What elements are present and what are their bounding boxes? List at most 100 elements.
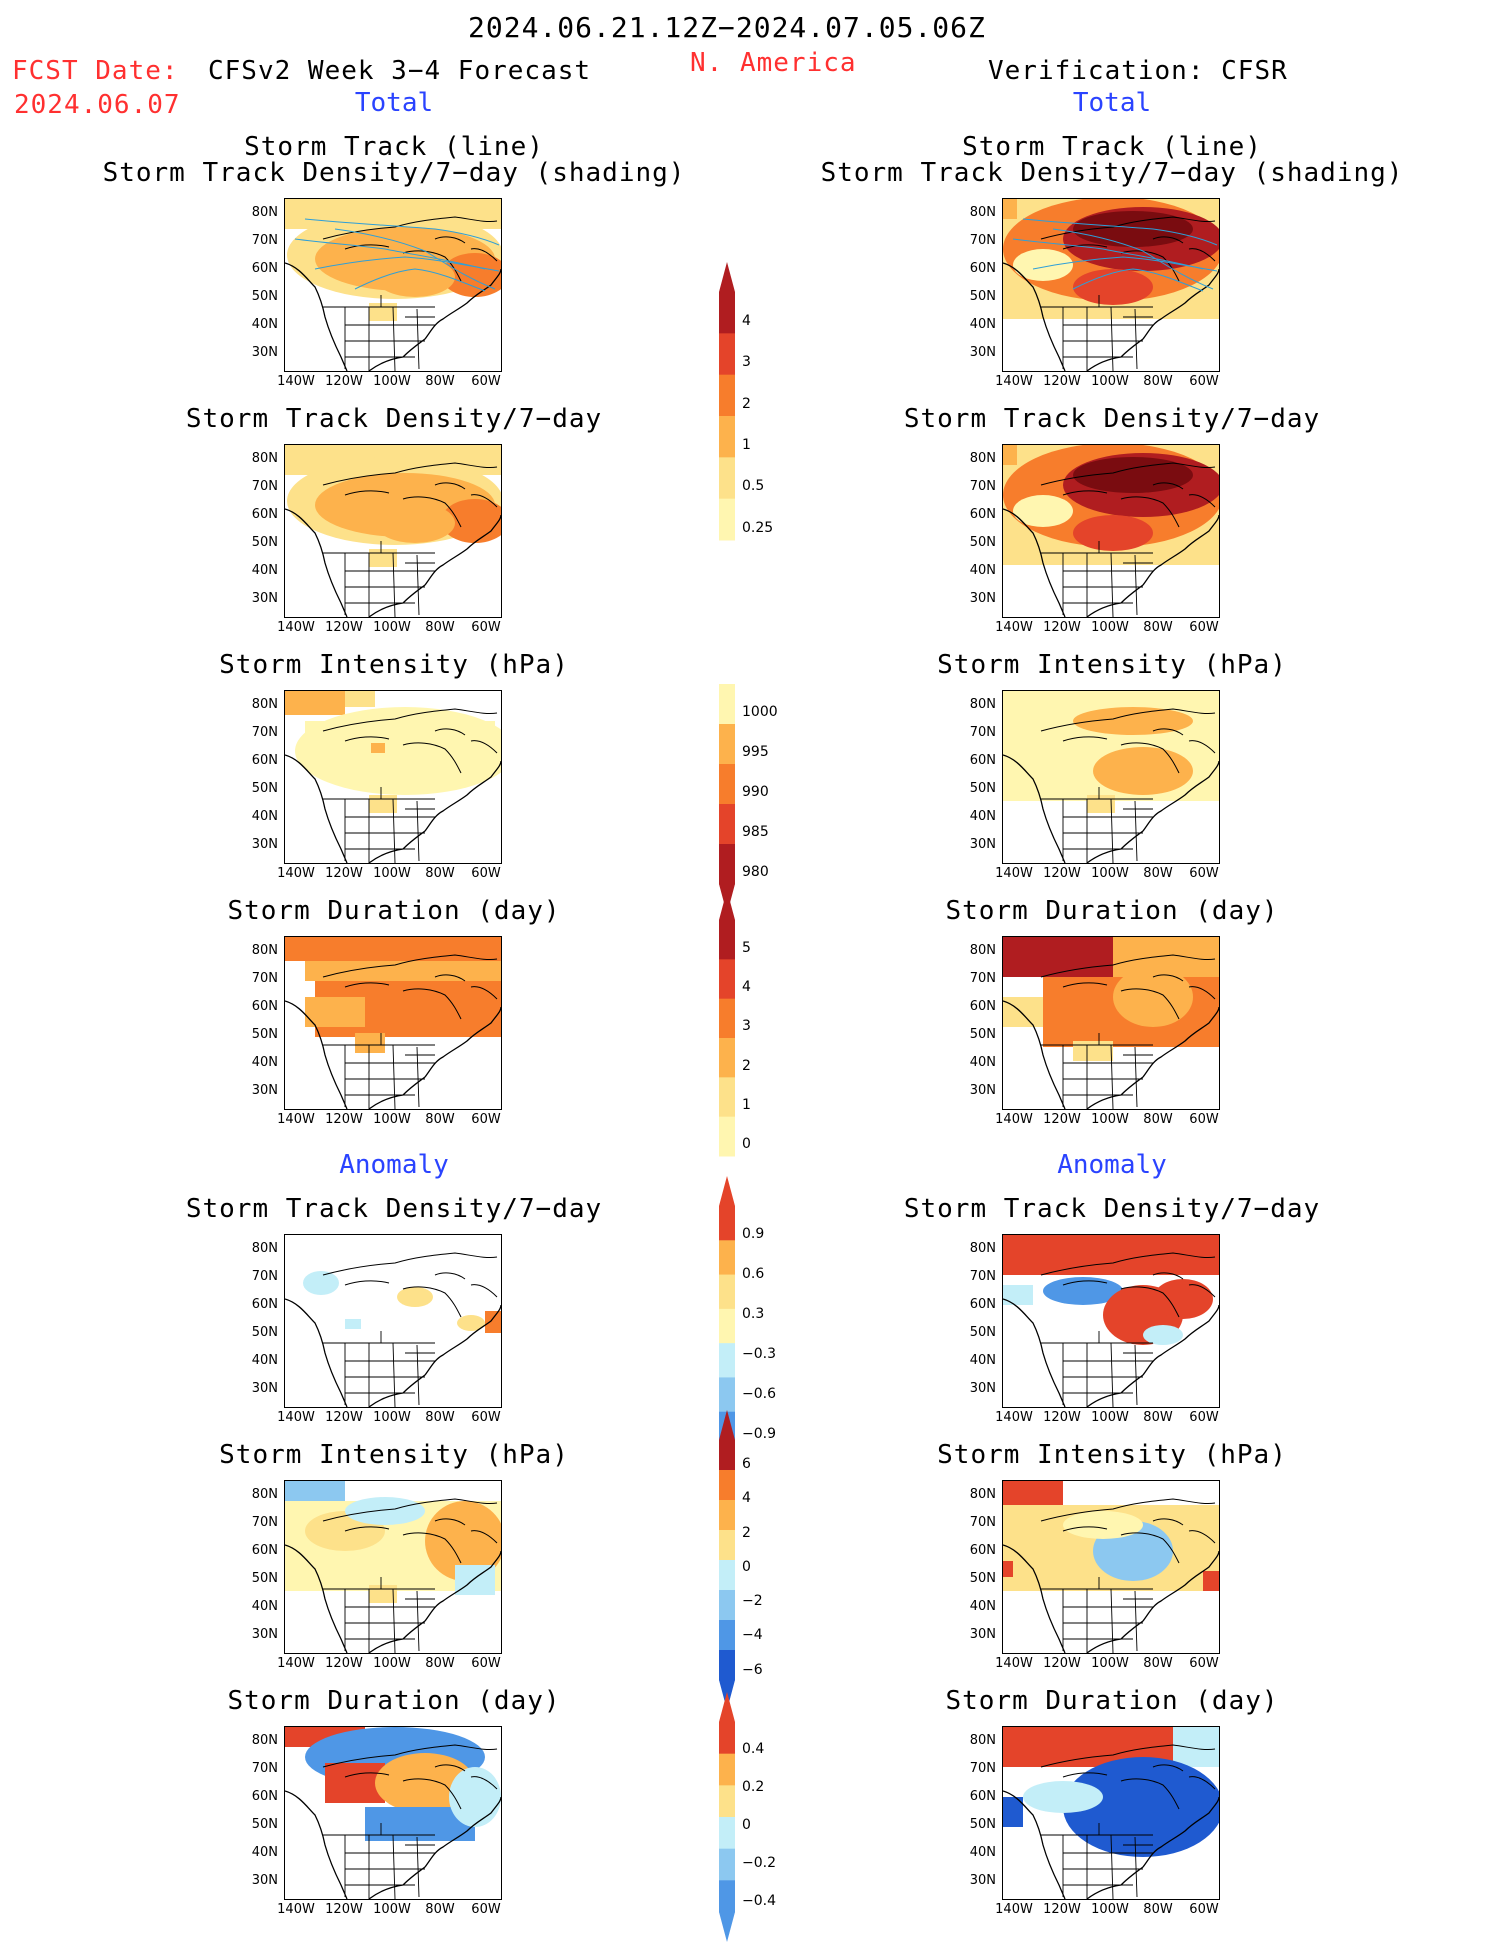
- colorbar-segment: [719, 804, 735, 845]
- colorbar-tick-label: −0.6: [742, 1386, 776, 1402]
- lon-tick-label: 140W: [995, 374, 1033, 389]
- lon-tick-label: 60W: [1189, 866, 1219, 881]
- lat-tick-label: 40N: [969, 317, 996, 332]
- title-right-track-shading: Storm Track Density/7−day (shading): [820, 158, 1404, 188]
- storm-track-line: [334, 228, 496, 290]
- colorbar-segment: [719, 1530, 735, 1561]
- lat-tick-label: 30N: [969, 1873, 996, 1888]
- lat-tick-label: 50N: [251, 1027, 278, 1042]
- lat-tick-label: 70N: [251, 1515, 278, 1530]
- lat-tick-label: 70N: [969, 233, 996, 248]
- colorbar-tick-label: 4: [742, 978, 751, 995]
- lat-tick-label: 60N: [251, 753, 278, 768]
- lat-tick-label: 50N: [251, 1571, 278, 1586]
- state-borders: [1041, 295, 1153, 371]
- shading-region: [369, 549, 397, 567]
- arctic-islands: [322, 708, 498, 774]
- lat-tick-label: 40N: [251, 809, 278, 824]
- state-borders: [1041, 1033, 1153, 1109]
- colorbar-segment: [719, 1206, 735, 1241]
- lon-tick-label: 120W: [325, 374, 363, 389]
- shading-region: [485, 1311, 501, 1333]
- title-left-density: Storm Track Density/7−day: [185, 404, 603, 434]
- lat-tick-label: 70N: [969, 479, 996, 494]
- storm-track-line: [1032, 256, 1218, 272]
- lon-tick-label: 80W: [1143, 1656, 1173, 1671]
- colorbar-tick-label: 0.5: [742, 478, 765, 495]
- shading-region: [1013, 495, 1073, 527]
- lat-tick-label: 50N: [251, 535, 278, 550]
- lat-tick-label: 40N: [251, 1599, 278, 1614]
- state-borders: [323, 1577, 435, 1653]
- state-borders: [323, 787, 435, 863]
- lat-tick-label: 80N: [251, 943, 278, 958]
- lon-tick-label: 120W: [1043, 374, 1081, 389]
- lon-tick-label: 80W: [425, 620, 455, 635]
- lon-tick-label: 60W: [471, 866, 501, 881]
- arctic-islands: [1040, 216, 1216, 282]
- shading-region: [285, 691, 345, 715]
- colorbar-tick-label: 0: [742, 1816, 751, 1833]
- shading-region: [371, 743, 385, 753]
- lat-tick-label: 70N: [969, 1515, 996, 1530]
- storm-track-line: [1012, 238, 1204, 270]
- colorbar-segment: [719, 920, 735, 960]
- colorbar-segment: [719, 1116, 735, 1157]
- shading-region: [1003, 199, 1017, 219]
- colorbar-segment: [719, 844, 735, 885]
- lon-tick-label: 120W: [1043, 1410, 1081, 1425]
- lon-tick-label: 120W: [325, 1902, 363, 1917]
- lon-tick-label: 100W: [1091, 866, 1129, 881]
- arctic-islands: [1040, 1744, 1216, 1810]
- shading-region: [1003, 445, 1017, 465]
- arctic-islands: [322, 954, 498, 1020]
- colorbar-tick-label: 0: [742, 1558, 751, 1575]
- shading-region: [1043, 1277, 1123, 1305]
- lon-tick-label: 140W: [277, 1902, 315, 1917]
- lat-tick-label: 40N: [251, 1845, 278, 1860]
- lat-tick-label: 40N: [969, 1845, 996, 1860]
- colorbar-intensity-total: [718, 654, 736, 918]
- title-right-anom-duration: Storm Duration (day): [945, 1686, 1279, 1716]
- lat-tick-label: 30N: [251, 1083, 278, 1098]
- colorbar-segment: [719, 1848, 735, 1881]
- lon-tick-label: 60W: [471, 1112, 501, 1127]
- colorbar-tick-label: 1000: [742, 704, 778, 720]
- state-borders: [1041, 787, 1153, 863]
- lat-tick-label: 60N: [251, 1543, 278, 1558]
- colorbar-intensity-anomaly: [718, 1410, 736, 1714]
- lat-tick-label: 80N: [969, 205, 996, 220]
- lat-tick-label: 80N: [969, 1733, 996, 1748]
- arctic-islands: [1040, 462, 1216, 528]
- shading-region: [355, 1033, 385, 1053]
- lon-tick-label: 80W: [1143, 866, 1173, 881]
- shading-region: [375, 503, 455, 543]
- colorbar-segment: [719, 1785, 735, 1818]
- state-borders: [1041, 1577, 1153, 1653]
- lon-tick-label: 120W: [325, 1410, 363, 1425]
- lat-tick-label: 80N: [251, 697, 278, 712]
- colorbar-top-arrow: [719, 1692, 735, 1722]
- colorbar-segment: [719, 959, 735, 1000]
- arctic-islands: [1040, 954, 1216, 1020]
- right-anomaly-label: Anomaly: [1057, 1150, 1167, 1180]
- lat-tick-label: 30N: [969, 1083, 996, 1098]
- state-borders: [323, 541, 435, 617]
- lat-tick-label: 30N: [251, 1381, 278, 1396]
- lon-tick-label: 60W: [1189, 620, 1219, 635]
- lon-tick-label: 100W: [373, 1656, 411, 1671]
- title-right-track-line: Storm Track (line): [962, 132, 1262, 162]
- lat-tick-label: 60N: [969, 1789, 996, 1804]
- lon-tick-label: 100W: [373, 1902, 411, 1917]
- lat-tick-label: 50N: [969, 1571, 996, 1586]
- map-forecast-track-density-lines: [284, 198, 502, 372]
- colorbar-tick-label: 0.25: [742, 519, 774, 536]
- lon-tick-label: 140W: [995, 866, 1033, 881]
- shading-region: [1073, 269, 1153, 305]
- map-verification-intensity: [1002, 690, 1220, 864]
- lat-tick-label: 50N: [251, 289, 278, 304]
- lon-tick-label: 60W: [1189, 374, 1219, 389]
- colorbar-tick-label: 2: [742, 1057, 751, 1074]
- shading-region: [1173, 1727, 1219, 1767]
- colorbar-tick-label: 0.2: [742, 1778, 765, 1795]
